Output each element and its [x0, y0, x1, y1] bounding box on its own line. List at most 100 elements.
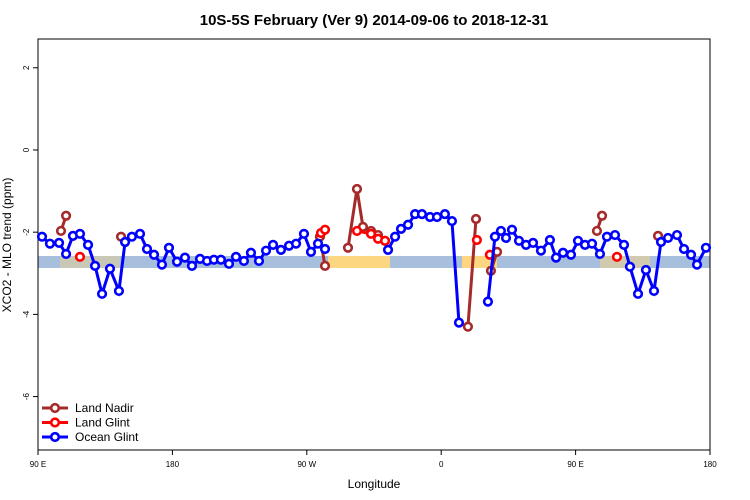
y-tick-label: -4 — [22, 310, 31, 318]
data-point — [351, 183, 363, 195]
data-point — [179, 252, 191, 263]
data-point — [550, 252, 562, 263]
data-point — [156, 259, 168, 270]
data-point — [395, 223, 407, 234]
data-point — [215, 254, 227, 265]
data-point — [260, 245, 272, 256]
x-axis-label: Longitude — [348, 477, 401, 491]
data-point — [74, 251, 86, 262]
data-point — [591, 225, 603, 237]
data-point — [267, 239, 279, 251]
data-point — [700, 242, 712, 253]
data-point — [640, 264, 652, 276]
data-point — [186, 260, 198, 271]
data-point — [319, 243, 331, 255]
legend-label: Ocean Glint — [75, 430, 139, 444]
data-point — [671, 229, 683, 241]
data-point — [389, 231, 401, 242]
surface-band — [38, 256, 710, 268]
plot-frame — [37, 38, 711, 451]
legend-marker — [49, 402, 61, 414]
data-point — [500, 232, 512, 244]
data-point — [290, 238, 302, 249]
data-point — [535, 245, 547, 256]
data-point — [586, 238, 598, 249]
data-point — [572, 235, 584, 246]
data-point — [482, 296, 494, 307]
x-tick-label: 180 — [166, 460, 180, 469]
data-point — [223, 258, 235, 269]
data-point — [527, 237, 539, 248]
data-point — [163, 242, 175, 253]
data-point — [609, 229, 621, 241]
legend-marker — [49, 417, 61, 428]
data-point — [544, 234, 556, 246]
data-point — [471, 234, 482, 246]
data-point — [382, 244, 394, 255]
land-band — [60, 256, 120, 268]
x-tick-label: 90 W — [297, 460, 316, 469]
data-point — [446, 215, 458, 227]
data-point — [594, 248, 606, 260]
x-tick-label: 0 — [439, 460, 444, 469]
data-point — [44, 238, 56, 249]
data-point — [685, 249, 697, 260]
series-layer — [36, 183, 712, 332]
data-point — [691, 259, 703, 270]
data-point — [342, 242, 354, 253]
data-point — [678, 243, 690, 255]
data-point — [506, 224, 518, 235]
data-point — [379, 235, 391, 246]
data-point — [74, 228, 86, 239]
data-point — [319, 224, 331, 235]
data-point — [462, 321, 474, 332]
data-point — [365, 228, 377, 239]
data-point — [402, 219, 414, 230]
x-tick-label: 180 — [703, 460, 717, 469]
data-point — [96, 288, 108, 299]
data-point — [113, 285, 125, 297]
y-tick-label: 2 — [22, 65, 31, 70]
data-point — [53, 237, 65, 248]
data-point — [513, 235, 525, 246]
y-axis-label: XCO2 - MLO trend (ppm) — [0, 178, 14, 313]
data-point — [89, 260, 101, 271]
data-point — [253, 255, 265, 267]
data-point — [319, 260, 331, 271]
data-point — [126, 231, 138, 242]
data-point — [632, 288, 644, 299]
data-point — [431, 211, 443, 223]
data-point — [601, 231, 613, 242]
x-tick-label: 90 E — [567, 460, 583, 469]
data-point — [82, 239, 94, 251]
legend-label: Land Glint — [75, 416, 130, 430]
y-tick-label: -2 — [22, 228, 31, 236]
data-point — [351, 225, 363, 237]
data-point — [470, 213, 482, 225]
data-point — [618, 239, 630, 251]
data-point — [141, 243, 153, 255]
data-point — [611, 251, 623, 262]
data-point — [104, 263, 116, 274]
data-point — [298, 228, 310, 239]
data-point — [453, 317, 465, 328]
data-point — [662, 232, 674, 244]
chart-title: 10S-5S February (Ver 9) 2014-09-06 to 20… — [200, 12, 549, 29]
data-point — [439, 208, 451, 220]
data-point — [230, 251, 242, 262]
data-point — [134, 228, 146, 239]
land-band — [328, 256, 390, 268]
data-point — [596, 210, 608, 221]
x-tick-label: 90 E — [30, 460, 46, 469]
y-tick-label: 0 — [22, 147, 31, 152]
data-point — [171, 256, 183, 267]
data-point — [565, 249, 577, 260]
data-point — [312, 238, 324, 249]
legend-marker — [49, 431, 61, 443]
data-point — [275, 244, 287, 255]
data-point — [648, 285, 660, 297]
data-point — [119, 236, 131, 248]
data-point — [495, 225, 507, 237]
data-point — [624, 261, 636, 272]
data-point — [489, 231, 501, 242]
